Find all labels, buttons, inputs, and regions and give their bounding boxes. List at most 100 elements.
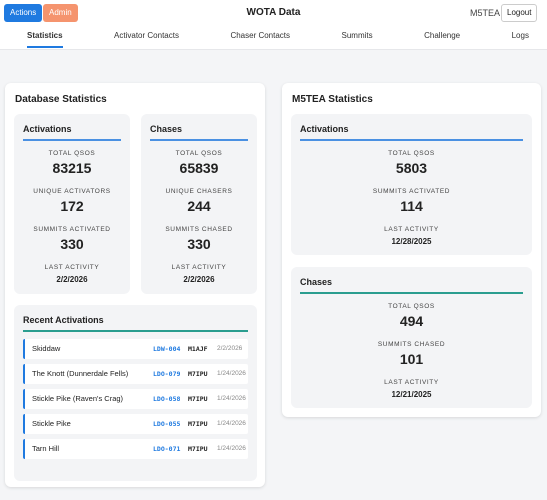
nav-tab[interactable]: Logs [511,31,529,40]
stat-card: Chases TOTAL QSOS 65839 UNIQUE CHASERS 244 SU… [141,114,257,294]
activation-date: 1/24/2026 [217,445,246,452]
stat-list: TOTAL QSOS 83215 UNIQUE ACTIVATORS 172 SUMMI… [14,143,130,295]
stat: UNIQUE CHASERS 244 [141,181,257,219]
stat-label: TOTAL QSOS [388,303,435,310]
nav-tabs: Statistics Activator Contacts Chaser Conta… [0,26,547,48]
stat: LAST ACTIVITY 12/21/2025 [291,372,532,410]
callsign: M1AJF [188,345,208,353]
stat: LAST ACTIVITY 2/2/2026 [14,257,130,295]
card-title: Chases [150,124,248,141]
stat-list: TOTAL QSOS 5803 SUMMITS ACTIVATED 114 LAST A… [291,143,532,257]
panel-title: Database Statistics [15,94,107,105]
stat-card: Activations TOTAL QSOS 83215 UNIQUE ACTIVAT… [14,114,130,294]
user-callsign: M5TEA [470,8,501,18]
stat: SUMMITS CHASED 330 [141,219,257,257]
stat-value: 494 [399,313,424,329]
stat-value: 5803 [395,160,428,176]
stat: TOTAL QSOS 494 [291,296,532,334]
activation-date: 1/24/2026 [217,370,246,377]
callsign: M7IPU [188,445,208,453]
stat-card: Activations TOTAL QSOS 5803 SUMMITS ACTIVAT… [291,114,532,255]
stat: TOTAL QSOS 65839 [141,143,257,181]
callsign: M7IPU [188,370,208,378]
activation-date: 2/2/2026 [217,345,243,352]
stat: LAST ACTIVITY 2/2/2026 [141,257,257,295]
summit-name: Stickle Pike (Raven's Crag) [32,394,124,403]
activation-date: 1/24/2026 [217,395,246,402]
stat-label: TOTAL QSOS [48,150,96,157]
activation-row[interactable]: Skiddaw LDW-004 M1AJF 2/2/2026 [23,339,248,359]
stat-label: TOTAL QSOS [175,150,223,157]
stat: TOTAL QSOS 83215 [14,143,130,181]
stat-value: 65839 [179,160,219,176]
stat-value: 12/21/2025 [391,390,432,399]
stat: UNIQUE ACTIVATORS 172 [14,181,130,219]
stat-value: 2/2/2026 [183,275,215,284]
stat: SUMMITS ACTIVATED 114 [291,181,532,219]
summit-name: Tarn Hill [32,444,60,453]
recent-card: Recent Activations Skiddaw LDW-004 M1AJF 2/… [14,305,257,481]
stat-list: TOTAL QSOS 65839 UNIQUE CHASERS 244 SUMMITS … [141,143,257,295]
stat-label: SUMMITS ACTIVATED [33,226,111,233]
nav-tab[interactable]: Chaser Contacts [230,31,291,40]
stat-value: 83215 [52,160,92,176]
summit-ref: LDO-071 [153,445,181,453]
summit-ref: LDO-055 [153,420,181,428]
card-title: Chases [300,277,523,294]
stat-label: LAST ACTIVITY [384,379,439,386]
nav-tab[interactable]: Statistics [27,26,63,48]
stat-value: 330 [60,236,84,252]
user-panel: M5TEA Statistics Activations TOTAL QSOS 58… [282,83,541,417]
stat-value: 172 [60,198,84,214]
stat-value: 101 [399,351,424,367]
stat-value: 12/28/2025 [391,237,432,246]
stat-label: SUMMITS CHASED [377,341,446,348]
stat: LAST ACTIVITY 12/28/2025 [291,219,532,257]
nav-tab[interactable]: Activator Contacts [114,31,179,40]
stat-value: 114 [400,198,423,214]
stat-label: LAST ACTIVITY [384,226,439,233]
stat-value: 244 [187,198,211,214]
stat-label: UNIQUE ACTIVATORS [33,188,111,195]
stat-label: UNIQUE CHASERS [165,188,233,195]
summit-ref: LDO-079 [153,370,181,378]
summit-ref: LDW-004 [153,345,181,353]
stat: TOTAL QSOS 5803 [291,143,532,181]
callsign: M7IPU [188,420,208,428]
card-title: Activations [23,124,121,141]
stat-list: TOTAL QSOS 494 SUMMITS CHASED 101 LAST ACTIV… [291,296,532,410]
summit-ref: LDO-058 [153,395,181,403]
activation-row[interactable]: The Knott (Dunnerdale Fells) LDO-079 M7IPU… [23,364,248,384]
stat: SUMMITS ACTIVATED 330 [14,219,130,257]
summit-name: The Knott (Dunnerdale Fells) [32,369,129,378]
actions-button[interactable]: Actions [4,4,43,22]
nav-tab[interactable]: Summits [341,31,373,40]
summit-name: Skiddaw [32,344,61,353]
stat-value: 330 [187,236,211,252]
card-title: Recent Activations [23,315,248,332]
callsign: M7IPU [188,395,208,403]
stat-label: TOTAL QSOS [388,150,435,157]
stat-label: SUMMITS CHASED [165,226,233,233]
activation-row[interactable]: Tarn Hill LDO-071 M7IPU 1/24/2026 [23,439,248,459]
top-bar: Actions Admin WOTA Data M5TEA Logout Sta… [0,0,547,50]
stat: SUMMITS CHASED 101 [291,334,532,372]
summit-name: Stickle Pike [32,419,71,428]
stat-label: SUMMITS ACTIVATED [372,188,451,195]
app-title: WOTA Data [246,7,301,18]
activation-row[interactable]: Stickle Pike (Raven's Crag) LDO-058 M7IPU 1… [23,389,248,409]
activation-date: 1/24/2026 [217,420,246,427]
panel-title: M5TEA Statistics [292,94,373,105]
stat-label: LAST ACTIVITY [44,264,100,271]
activation-row[interactable]: Stickle Pike LDO-055 M7IPU 1/24/2026 [23,414,248,434]
stat-label: LAST ACTIVITY [171,264,227,271]
logout-button[interactable]: Logout [501,4,538,22]
nav-tab[interactable]: Challenge [424,31,461,40]
stat-value: 2/2/2026 [56,275,88,284]
admin-button[interactable]: Admin [43,4,78,22]
stat-card: Chases TOTAL QSOS 494 SUMMITS CHASED 101 LAST… [291,267,532,408]
database-panel: Database Statistics Activations TOTAL QSO… [5,83,265,487]
card-title: Activations [300,124,523,141]
